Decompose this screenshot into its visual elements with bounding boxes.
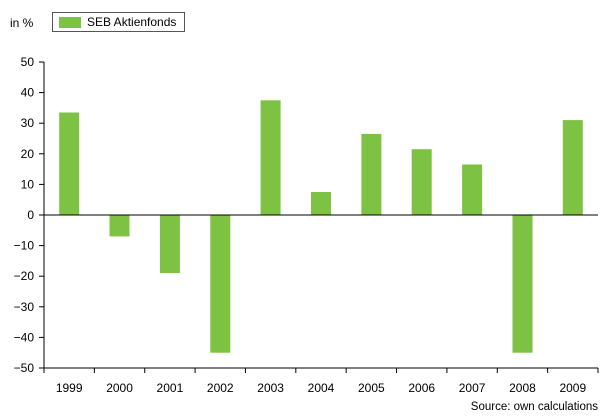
- bar-1999: [59, 112, 80, 215]
- bar-2006: [411, 149, 432, 215]
- source-note: Source: own calculations: [470, 401, 598, 413]
- x-tick-label-2000: 2000: [106, 381, 133, 395]
- x-tick-label-2007: 2007: [459, 381, 486, 395]
- x-tick-label-1999: 1999: [56, 381, 83, 395]
- x-tick-label-2009: 2009: [559, 381, 586, 395]
- x-tick-label-2006: 2006: [408, 381, 435, 395]
- y-tick-label: −30: [14, 300, 35, 314]
- y-tick-label: −50: [14, 361, 35, 375]
- x-tick-label-2005: 2005: [358, 381, 385, 395]
- y-tick-label: 50: [21, 55, 35, 69]
- y-tick-label: −10: [14, 239, 35, 253]
- y-tick-label: 20: [21, 147, 35, 161]
- bar-2005: [361, 133, 382, 215]
- bar-2004: [311, 192, 331, 215]
- x-tick-label-2008: 2008: [509, 381, 536, 395]
- legend-swatch: [59, 16, 81, 28]
- legend-label: SEB Aktienfonds: [87, 15, 177, 29]
- bar-2008: [512, 215, 533, 353]
- y-tick-label: −20: [14, 269, 35, 283]
- y-tick-label: 10: [21, 177, 35, 191]
- bar-2003: [260, 100, 281, 216]
- legend: SEB Aktienfonds: [52, 12, 186, 32]
- y-tick-label: −40: [14, 330, 35, 344]
- bar-2001: [159, 215, 180, 274]
- bar-2007: [462, 164, 483, 215]
- y-tick-label: 0: [27, 208, 34, 222]
- x-tick-label-2003: 2003: [257, 381, 284, 395]
- x-tick-label-2002: 2002: [207, 381, 234, 395]
- bar-2009: [562, 120, 583, 215]
- y-tick-label: 30: [21, 116, 35, 130]
- bar-2000: [109, 215, 130, 237]
- x-tick-label-2001: 2001: [157, 381, 184, 395]
- x-tick-label-2004: 2004: [308, 381, 335, 395]
- y-axis-unit-label: in %: [10, 16, 34, 30]
- y-tick-label: 40: [21, 86, 35, 100]
- bar-2002: [210, 215, 231, 353]
